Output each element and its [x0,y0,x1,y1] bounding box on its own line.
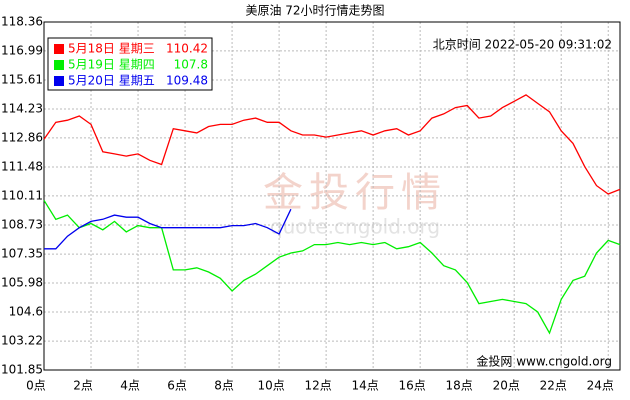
y-tick-label: 107.35 [1,247,43,261]
x-tick-label: 14点 [352,379,379,393]
y-tick-label: 118.36 [1,15,43,29]
legend-swatch [54,76,64,86]
source: 金投网 www.cngold.org [476,354,612,369]
x-tick-label: 16点 [399,379,426,393]
x-tick-label: 2点 [73,379,93,393]
y-tick-label: 105.98 [1,275,43,289]
series-line [43,199,621,335]
series-line [43,94,621,195]
series-line [44,208,292,250]
x-tick-label: 22点 [540,379,567,393]
x-tick-label: 12点 [304,379,331,393]
x-tick-label: 0点 [26,379,46,393]
legend-label: 5月19日 星期四 [68,58,155,72]
legend-value: 107.8 [174,58,208,72]
x-tick-label: 18点 [446,379,473,393]
x-tick-label: 4点 [120,379,140,393]
x-tick-label: 24点 [587,379,614,393]
watermark: 金投行情 [263,170,447,216]
legend-swatch [54,44,64,54]
plot-border [43,21,621,371]
watermark-url: quote.cngold.org [270,215,440,239]
legend-swatch [54,60,64,70]
y-tick-label: 110.11 [1,188,43,202]
legend-label: 5月18日 星期三 [68,42,155,56]
timestamp: 北京时间 2022-05-20 09:31:02 [433,38,612,52]
x-tick-label: 10点 [257,379,284,393]
y-tick-label: 104.6 [9,305,43,319]
chart-title: 美原油 72小时行情走势图 [245,4,384,18]
legend-value: 110.42 [166,42,208,56]
y-tick-label: 111.48 [1,160,43,174]
legend-value: 109.48 [166,74,208,88]
y-tick-label: 114.23 [1,102,43,116]
y-tick-label: 116.99 [1,43,43,57]
legend-label: 5月20日 星期五 [68,74,155,88]
x-tick-label: 6点 [167,379,187,393]
y-tick-label: 115.61 [1,72,43,86]
y-tick-label: 101.85 [1,363,43,377]
y-tick-label: 108.73 [1,217,43,231]
x-tick-label: 8点 [214,379,234,393]
x-tick-label: 20点 [493,379,520,393]
y-tick-label: 112.86 [1,130,43,144]
y-tick-label: 103.22 [1,334,43,348]
legend-box [47,37,213,91]
